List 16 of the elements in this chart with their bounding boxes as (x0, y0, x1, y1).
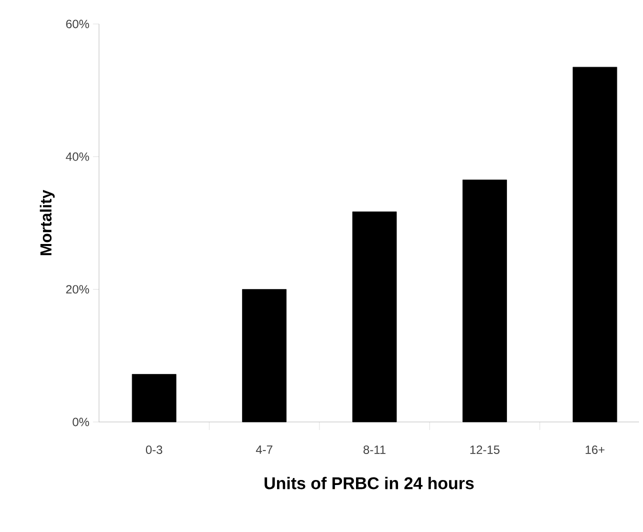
x-tick-label: 8-11 (364, 446, 386, 454)
y-tick-label: 60% (66, 20, 90, 28)
y-axis-title: Mortality (40, 190, 55, 256)
bar (352, 212, 397, 422)
x-tick-label: 4-7 (256, 446, 272, 454)
x-tick-label: 0-3 (146, 446, 162, 454)
x-axis-title: Units of PRBC in 24 hours (264, 476, 474, 490)
x-tick-label: 16+ (586, 446, 604, 454)
y-tick-label: 40% (66, 152, 90, 161)
bar (462, 180, 507, 422)
x-tick-label: 12-15 (470, 446, 500, 454)
bar (242, 289, 287, 422)
bar (132, 374, 176, 422)
y-tick-label: 0% (72, 418, 90, 426)
y-tick-label: 20% (66, 285, 90, 294)
bar (572, 66, 618, 422)
